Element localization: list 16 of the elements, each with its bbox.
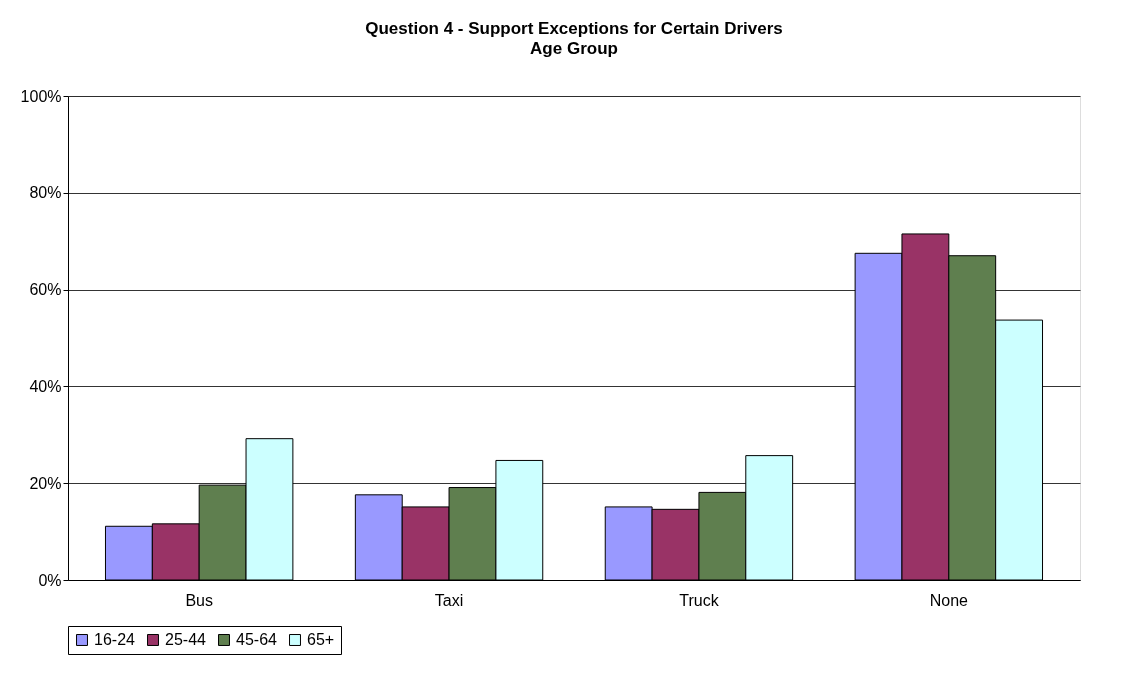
x-tick-label: Taxi — [434, 591, 464, 609]
chart-title: Question 4 - Support Exceptions for Certain Drivers — [365, 19, 783, 38]
x-tick-label: None — [929, 591, 969, 609]
y-tick-label: 60% — [29, 281, 62, 299]
y-tick-label: 80% — [29, 184, 62, 202]
x-tick-label: Truck — [679, 591, 720, 609]
legend-label: 65+ — [307, 631, 335, 648]
x-tick-label: Bus — [185, 591, 213, 609]
y-tick-label: 40% — [29, 377, 62, 395]
y-tick-label: 100% — [20, 87, 62, 105]
y-tick-label: 0% — [38, 571, 62, 589]
legend-label: 45-64 — [236, 631, 278, 648]
legend-label: 25-44 — [165, 631, 207, 648]
chart-subtitle: Age Group — [530, 39, 618, 58]
y-tick-label: 20% — [29, 474, 62, 492]
legend-label: 16-24 — [94, 631, 136, 648]
